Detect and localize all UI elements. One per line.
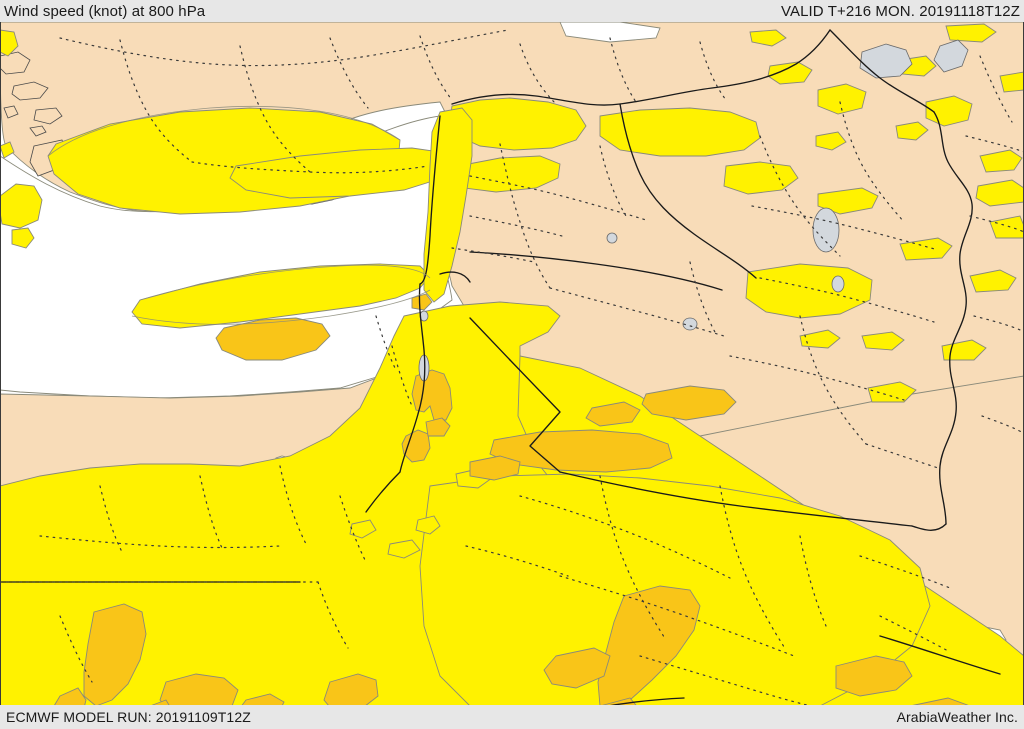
border-jordan-saudi-sw: [469, 317, 511, 361]
border-syria-jordan: [469, 251, 723, 291]
page-title: Wind speed (knot) at 800 hPa: [4, 2, 206, 20]
header-bar: Wind speed (knot) at 800 hPa VALID T+216…: [0, 0, 1024, 22]
border-israel-jordan: [399, 283, 426, 473]
lakes-layer: [418, 39, 969, 382]
attribution-label: ArabiaWeather Inc.: [896, 709, 1018, 725]
border-iraq-kuwait: [911, 523, 947, 531]
lake-small-1: [682, 317, 698, 331]
map-svg: [0, 16, 1024, 716]
coast-levant: [419, 115, 441, 285]
lake-urmia: [933, 39, 969, 73]
lake-van: [859, 43, 913, 79]
border-syria-iraq: [619, 103, 757, 279]
border-turkey-syria: [451, 29, 831, 106]
border-iraq-saudi: [559, 471, 913, 527]
sea-black: [559, 21, 661, 43]
country-borders: [0, 29, 1001, 716]
lake-tharthar: [812, 207, 840, 253]
border-lebanon: [439, 271, 471, 283]
border-egypt-israel: [365, 471, 401, 513]
contour-outlines: [47, 105, 431, 325]
border-saudi-uae: [879, 635, 1001, 675]
lake-small-2: [606, 232, 618, 244]
border-jordan-saudi-iraq: [509, 359, 561, 473]
border-iraq-iran: [933, 111, 973, 525]
valid-time-label: VALID T+216 MON. 20191118T12Z: [780, 2, 1020, 20]
lake-razzaza: [831, 275, 845, 293]
map-canvas[interactable]: [0, 16, 1024, 716]
border-turkey-iran: [829, 29, 935, 113]
model-run-label: ECMWF MODEL RUN: 20191109T12Z: [6, 709, 251, 725]
footer-bar: ECMWF MODEL RUN: 20191109T12Z ArabiaWeat…: [0, 705, 1024, 729]
province-borders: [0, 29, 1024, 716]
